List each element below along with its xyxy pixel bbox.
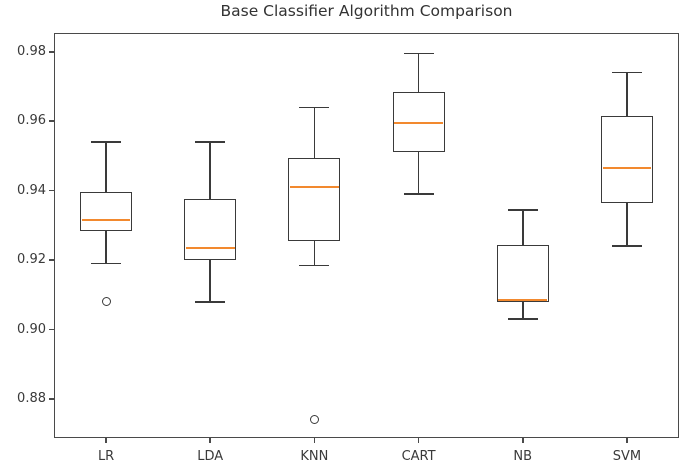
whisker-cap-upper-nb [507,208,538,211]
y-tick-mark [49,50,54,53]
median-line-cart [394,121,443,125]
x-tick-mark [417,438,420,443]
median-line-knn [290,186,339,189]
median-line-nb [498,299,548,302]
x-tick-label: LDA [197,449,224,464]
whisker-upper-lda [209,142,212,200]
x-tick-mark [313,438,316,443]
y-tick-label: 0.96 [17,113,46,129]
whisker-upper-svm [626,72,628,116]
x-tick-label: LR [97,449,115,464]
y-tick-mark [49,328,54,331]
box-svm [600,116,653,203]
y-tick-label: 0.94 [17,182,46,198]
median-line-lda [185,246,235,250]
box-lr [80,192,133,231]
y-tick-label: 0.98 [17,43,46,59]
y-tick-label: 0.90 [17,321,46,337]
plot-area [54,33,679,438]
whisker-cap-lower-knn [299,264,330,267]
whisker-lower-svm [626,202,628,247]
x-tick-label: CART [401,449,436,464]
x-tick-label: SVM [612,449,642,464]
chart-title: Base Classifier Algorithm Comparison [220,2,513,20]
whisker-cap-lower-cart [403,193,434,195]
whisker-upper-knn [313,107,316,158]
y-tick-label: 0.88 [17,391,46,407]
outlier-marker-knn [309,415,319,425]
whisker-lower-lr [105,230,107,264]
x-tick-label: KNN [300,449,329,464]
x-tick-label: NB [513,449,533,464]
box-lda [184,199,237,261]
whisker-cap-upper-knn [299,106,330,109]
y-tick-mark [49,398,54,400]
x-tick-mark [626,438,628,443]
y-tick-mark [49,189,54,192]
median-line-lr [81,219,131,222]
whisker-cap-lower-nb [507,318,538,320]
whisker-lower-lda [209,260,212,302]
y-tick-mark [49,259,54,261]
whisker-cap-lower-svm [611,245,642,248]
whisker-cap-upper-cart [403,52,434,55]
whisker-upper-nb [521,209,524,245]
whisker-upper-lr [105,142,107,193]
median-line-svm [602,167,652,170]
whisker-cap-lower-lr [91,262,122,265]
x-tick-mark [105,438,107,443]
whisker-cap-upper-lda [195,141,226,143]
whisker-cap-lower-lda [195,301,226,303]
y-tick-mark [49,120,54,123]
whisker-cap-upper-lr [91,141,122,143]
x-tick-mark [521,438,524,443]
whisker-cap-upper-svm [611,71,642,74]
y-tick-label: 0.92 [17,252,46,268]
whisker-lower-knn [313,241,316,266]
whisker-lower-nb [521,301,524,320]
box-nb [496,244,549,302]
whisker-lower-cart [417,152,420,195]
whisker-upper-cart [417,53,420,92]
box-knn [288,157,341,242]
outlier-marker-lr [101,297,111,307]
x-tick-mark [209,438,212,443]
